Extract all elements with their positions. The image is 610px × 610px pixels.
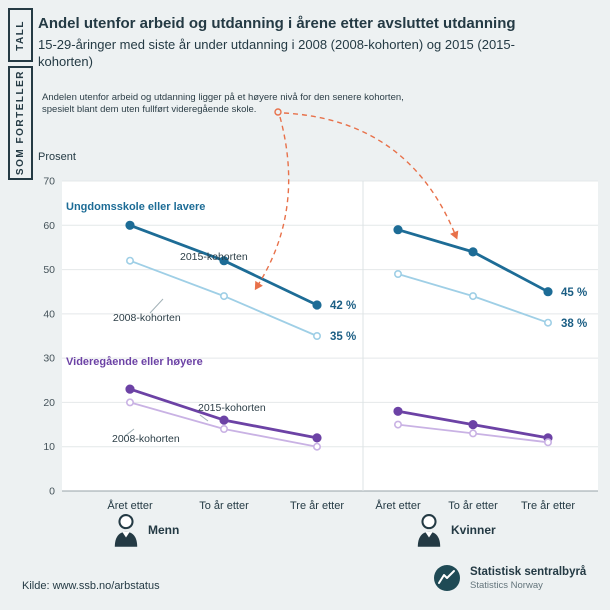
y-tick-label: 10	[43, 441, 55, 453]
y-tick-label: 60	[43, 220, 55, 232]
brand-tab-som-forteller: SOM FORTELLER	[8, 66, 33, 180]
label-leader-line	[149, 298, 164, 314]
data-point	[312, 300, 322, 310]
data-point	[126, 398, 135, 407]
annotation-text-line2: spesielt blant dem uten fullført videreg…	[42, 104, 257, 115]
series-label: 2008-kohorten	[112, 433, 180, 445]
line-chart: 0 10 20 30 40 50 60 70 Året etter To år etter Tre …	[43, 176, 598, 512]
data-point	[312, 433, 322, 443]
y-tick-label: 40	[43, 308, 55, 320]
y-tick-label: 50	[43, 264, 55, 276]
x-axis-label: To år etter	[448, 500, 498, 512]
data-point	[312, 332, 321, 341]
series-label: 2008-kohorten	[113, 312, 181, 324]
legend-men-label: Menn	[148, 523, 180, 537]
x-axis-label: To år etter	[199, 500, 249, 512]
data-point	[543, 287, 553, 297]
x-axis-label: Året etter	[375, 499, 421, 512]
data-point	[312, 442, 321, 451]
x-axis-label: Året etter	[107, 499, 153, 512]
source-text: Kilde: www.ssb.no/arbstatus	[22, 580, 160, 592]
y-tick-label: 20	[43, 397, 55, 409]
data-point	[543, 318, 552, 327]
data-point	[393, 270, 402, 279]
data-point	[468, 247, 478, 257]
data-point	[126, 256, 135, 265]
data-point	[393, 406, 403, 416]
data-point	[125, 384, 135, 394]
x-axis-label: Tre år etter	[290, 500, 344, 512]
data-point	[543, 438, 552, 447]
series-label: 2015-kohorten	[180, 251, 248, 263]
data-point	[393, 420, 402, 429]
y-tick-label: 0	[49, 486, 55, 498]
brand-tab-tall-label: TALL	[15, 19, 26, 51]
data-point	[219, 256, 229, 266]
series-group-label: Videregående eller høyere	[66, 356, 203, 368]
data-point	[125, 220, 135, 230]
data-point	[220, 424, 229, 433]
brand-tab-tall: TALL	[8, 8, 33, 62]
label-leader-line	[124, 428, 135, 437]
y-axis-title: Prosent	[38, 151, 76, 163]
legend-women-label: Kvinner	[451, 523, 496, 537]
ssb-logo-group: Statistisk sentralbyrå Statistics Norway	[433, 564, 586, 592]
data-point	[468, 429, 477, 438]
man-icon	[114, 514, 138, 547]
data-point	[220, 292, 229, 301]
annotation-text-line1: Andelen utenfor arbeid og utdanning ligg…	[42, 92, 404, 103]
label-leader-line	[199, 414, 209, 422]
value-label: 42 %	[330, 300, 356, 312]
page-subtitle: 15-29-åringer med siste år under utdanni…	[38, 37, 515, 69]
value-label: 45 %	[561, 287, 587, 299]
value-label: 35 %	[330, 331, 356, 343]
org-name-en: Statistics Norway	[470, 579, 543, 591]
y-tick-label: 30	[43, 353, 55, 365]
ssb-logo-icon	[434, 565, 460, 591]
annotation-anchor-dot	[274, 108, 282, 116]
legend-women: Kvinner	[415, 513, 496, 547]
series-label: 2015-kohorten	[198, 402, 266, 414]
woman-icon	[417, 514, 441, 547]
ssb-logo-text: Statistisk sentralbyrå Statistics Norway	[470, 565, 586, 591]
page-title: Andel utenfor arbeid og utdanning i åren…	[38, 15, 516, 32]
data-point	[468, 292, 477, 301]
series-group-label: Ungdomsskole eller lavere	[66, 201, 205, 213]
org-name: Statistisk sentralbyrå	[470, 565, 587, 578]
x-axis-label: Tre år etter	[521, 500, 575, 512]
legend-men: Menn	[112, 513, 179, 547]
data-point	[468, 420, 478, 430]
y-tick-label: 70	[43, 176, 55, 188]
data-point	[219, 415, 229, 425]
brand-tab-som-forteller-label: SOM FORTELLER	[15, 70, 26, 176]
data-point	[393, 225, 403, 235]
value-label: 38 %	[561, 318, 587, 330]
